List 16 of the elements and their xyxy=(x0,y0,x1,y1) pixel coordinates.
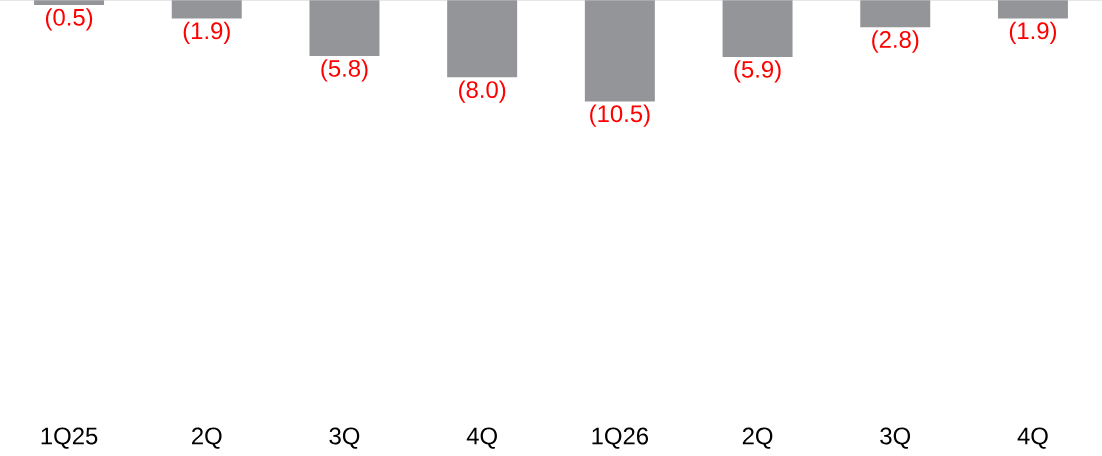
x-tick-label: 1Q25 xyxy=(41,427,98,449)
data-label: (0.5) xyxy=(45,8,93,31)
x-tick-label: 2Q xyxy=(742,427,773,449)
x-tick-label: 1Q26 xyxy=(592,427,649,449)
data-label: (5.9) xyxy=(734,60,781,83)
x-tick-label: 3Q xyxy=(880,427,911,449)
x-tick-label: 4Q xyxy=(1017,427,1048,449)
data-label: (8.0) xyxy=(459,80,506,103)
x-tick-label: 4Q xyxy=(466,427,497,449)
data-label: (10.5) xyxy=(590,104,650,127)
data-label: (2.8) xyxy=(872,30,919,53)
data-label: (1.9) xyxy=(183,21,230,44)
x-tick-label: 3Q xyxy=(329,427,360,449)
data-label: (1.9) xyxy=(1009,21,1057,44)
data-label: (5.8) xyxy=(321,59,368,82)
x-tick-label: 2Q xyxy=(192,427,222,449)
